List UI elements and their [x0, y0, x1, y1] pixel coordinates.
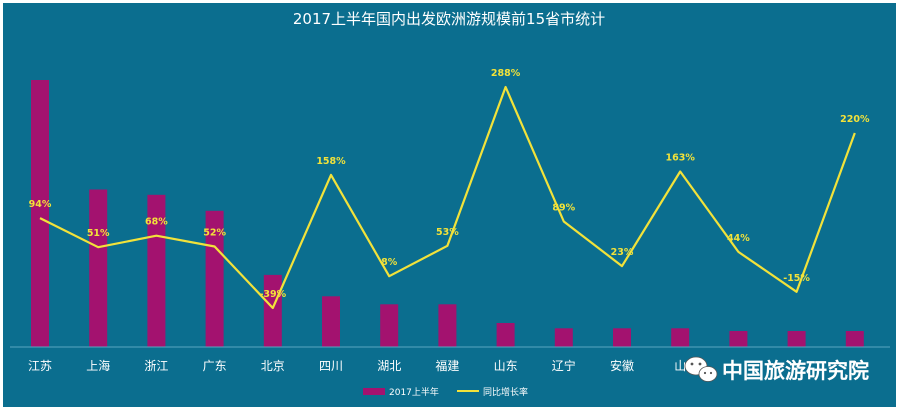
growth-label-5: 158% [316, 156, 346, 167]
bar-11 [671, 328, 690, 347]
bar-0 [31, 80, 49, 347]
growth-rate-line [39, 85, 856, 310]
legend-label-bar: 2017上半年 [389, 386, 439, 398]
bar-6 [380, 304, 399, 347]
bar-7 [438, 304, 457, 347]
growth-label-3: 52% [203, 228, 226, 239]
bar-5 [322, 296, 340, 347]
growth-label-6: 8% [381, 257, 398, 268]
legend-swatch-bar [363, 388, 385, 395]
growth-label-14: 220% [840, 114, 870, 125]
category-label-0: 江苏 [28, 359, 52, 373]
growth-label-12: 44% [727, 233, 750, 244]
growth-label-0: 94% [29, 199, 52, 210]
bar-9 [554, 328, 573, 347]
watermark: 中国旅游研究院 [684, 356, 869, 383]
growth-label-1: 51% [87, 228, 110, 239]
growth-label-9: 89% [552, 203, 575, 214]
bar-10 [613, 328, 631, 347]
category-label-7: 福建 [435, 358, 459, 373]
category-layer: 江苏 上海 浙江 广东 北京 四川 湖北 福建 山东 辽宁 安徽 山 [28, 358, 686, 373]
growth-label-8: 288% [491, 68, 521, 79]
bar-1 [89, 189, 108, 347]
growth-label-10: 23% [611, 247, 634, 258]
growth-label-7: 53% [436, 227, 459, 238]
bar-12 [729, 331, 748, 347]
bar-4 [263, 274, 282, 347]
growth-label-11: 163% [666, 153, 696, 164]
category-label-4: 北京 [261, 359, 285, 373]
category-label-9: 辽宁 [552, 358, 576, 373]
chart-title: 2017上半年国内出发欧洲游规模前15省市统计 [293, 10, 605, 28]
category-label-1: 上海 [86, 358, 110, 373]
growth-label-2: 68% [145, 217, 168, 228]
category-label-5: 四川 [319, 359, 343, 373]
growth-label-4: -39% [259, 289, 286, 300]
bar-13 [787, 331, 806, 347]
category-label-6: 湖北 [377, 358, 401, 373]
category-label-11: 山 [674, 359, 686, 373]
category-label-2: 浙江 [144, 359, 168, 373]
watermark-text: 中国旅游研究院 [722, 359, 869, 383]
category-label-10: 安徽 [610, 358, 634, 373]
category-label-8: 山东 [494, 359, 518, 373]
legend-label-line: 同比增长率 [483, 386, 528, 398]
growth-label-13: -15% [783, 273, 810, 284]
wechat-icon [684, 356, 718, 382]
bar-8 [496, 323, 515, 347]
category-label-3: 广东 [203, 359, 227, 373]
growth-label-layer: 94% 51% 68% 52% -39% 158% 8% 53% 288% 89% 23% 163% 4… [29, 68, 870, 300]
bar-14 [845, 331, 864, 347]
bar-layer [31, 80, 864, 347]
bar-2 [147, 194, 166, 347]
